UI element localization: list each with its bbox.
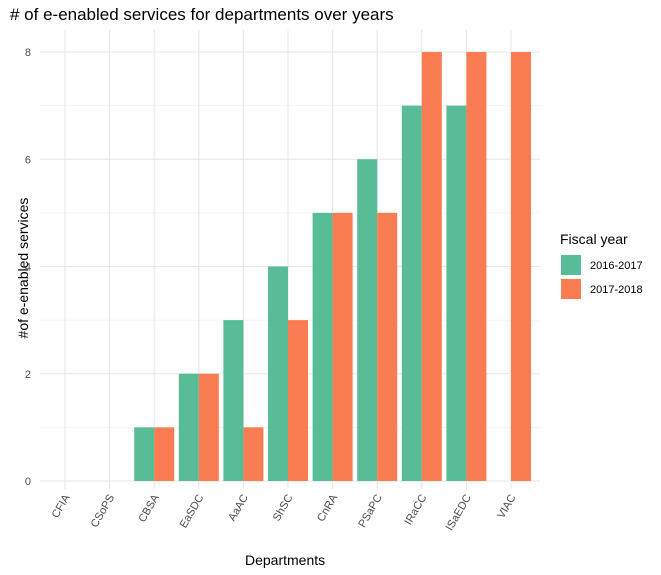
bar-2016-2017-ShSC	[268, 266, 288, 481]
x-tick-label: EaSDC	[178, 492, 207, 530]
legend-swatch-2017-2018	[561, 279, 581, 299]
y-tick-label: 8	[25, 47, 31, 59]
bar-2016-2017-AaAC	[223, 320, 244, 481]
bar-2017-2018-IRaCC	[421, 52, 442, 481]
bar-2017-2018-CBSA	[154, 427, 175, 481]
y-tick-label: 4	[25, 262, 31, 274]
legend-label-2016-2017: 2016-2017	[590, 260, 643, 272]
legend-title: Fiscal year	[560, 231, 628, 247]
bar-2017-2018-VIAC	[511, 52, 531, 481]
x-tick-label: ISaEDC	[444, 492, 474, 532]
y-axis-label: #of e-enabled services	[15, 197, 31, 339]
bar-2016-2017-CBSA	[134, 427, 155, 481]
legend-swatch-2016-2017	[561, 255, 581, 275]
bar-2017-2018-ShSC	[288, 320, 308, 481]
chart-title: # of e-enabled services for departments …	[10, 5, 394, 24]
bar-2017-2018-ISaEDC	[466, 52, 487, 481]
bars	[134, 52, 531, 481]
x-tick-label: CSoPS	[89, 493, 117, 530]
bar-2016-2017-IRaCC	[401, 105, 422, 481]
x-tick-label: VIAC	[495, 492, 518, 520]
bar-2017-2018-EaSDC	[198, 373, 219, 481]
bar-2016-2017-EaSDC	[178, 373, 199, 481]
x-tick-label: CBSA	[136, 492, 162, 525]
y-tick-labels: 0 2 4 6 8	[25, 47, 31, 488]
bar-2017-2018-CnRA	[332, 212, 353, 481]
bar-2017-2018-PSaPC	[377, 212, 398, 481]
x-axis-label: Departments	[245, 552, 326, 568]
y-tick-label: 0	[25, 476, 31, 488]
x-tick-label: CFIA	[50, 492, 73, 520]
bar-2016-2017-ISaEDC	[446, 105, 467, 481]
x-tick-label: ShSC	[271, 492, 296, 523]
y-tick-label: 6	[25, 154, 31, 166]
x-tick-label: IRaCC	[402, 492, 429, 527]
bar-2017-2018-AaAC	[243, 427, 264, 481]
y-tick-label: 2	[25, 369, 31, 381]
bar-2016-2017-PSaPC	[357, 159, 378, 481]
x-tick-labels: CFIA CSoPS CBSA EaSDC AaAC ShSC CnRA PSaPC IRaCC…	[50, 492, 519, 533]
legend-label-2017-2018: 2017-2018	[590, 284, 643, 296]
x-tick-label: CnRA	[315, 492, 340, 524]
x-tick-label: AaAC	[226, 492, 251, 523]
bar-2016-2017-CnRA	[312, 212, 333, 481]
x-tick-label: PSaPC	[356, 492, 384, 529]
